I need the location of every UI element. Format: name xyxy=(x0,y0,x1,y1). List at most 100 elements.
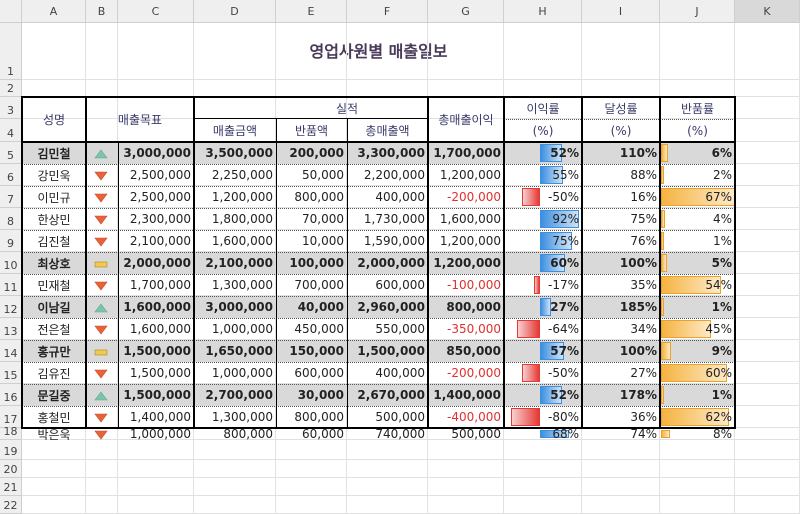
cell-achieve[interactable]: 34% xyxy=(630,322,657,336)
cell-achieve[interactable]: 100% xyxy=(619,256,657,270)
cell-profit[interactable]: 1,600,000 xyxy=(439,212,501,226)
header-margin-unit[interactable]: (%) xyxy=(532,123,554,138)
cell-margin[interactable]: 27% xyxy=(550,300,579,314)
cell-achieve[interactable]: 16% xyxy=(630,190,657,204)
cell-name[interactable]: 강민욱 xyxy=(37,168,71,183)
cell-target[interactable]: 1,500,000 xyxy=(123,388,191,402)
header-actual-b[interactable]: 적 xyxy=(347,101,359,116)
header-target[interactable]: 매출목표 xyxy=(117,113,163,127)
cell-returns[interactable]: 10,000 xyxy=(302,234,344,248)
column-header-k[interactable]: K xyxy=(735,0,800,23)
cell-margin[interactable]: 60% xyxy=(550,256,579,270)
cell-target[interactable]: 2,300,000 xyxy=(129,212,191,226)
row-header-18[interactable]: 18 xyxy=(0,425,22,440)
cell-sales[interactable]: 3,500,000 xyxy=(205,146,273,160)
cell-returns[interactable]: 30,000 xyxy=(297,388,344,402)
cell-achieve[interactable]: 76% xyxy=(630,234,657,248)
cell-target[interactable]: 2,500,000 xyxy=(129,190,191,204)
header-actual-a[interactable]: 실 xyxy=(335,101,347,116)
row-header-11[interactable]: 11 xyxy=(0,274,22,296)
cell-margin[interactable]: -50% xyxy=(547,190,579,204)
row-header-16[interactable]: 16 xyxy=(0,384,22,406)
row-header-2[interactable]: 2 xyxy=(0,80,22,97)
cell-margin[interactable]: -50% xyxy=(547,366,579,380)
cell-sales[interactable]: 2,100,000 xyxy=(205,256,273,270)
cell-target[interactable]: 2,500,000 xyxy=(129,168,191,182)
cell-margin[interactable]: 55% xyxy=(552,168,579,182)
header-returns[interactable]: 반품액 xyxy=(294,124,329,138)
column-header-h[interactable]: H xyxy=(504,0,582,23)
column-header-g[interactable]: G xyxy=(428,0,504,23)
cell-return-rate[interactable]: 1% xyxy=(711,300,732,314)
cell-total[interactable]: 1,730,000 xyxy=(363,212,425,226)
cell-name[interactable]: 이남길 xyxy=(37,300,71,315)
cell-achieve[interactable]: 185% xyxy=(619,300,657,314)
cell-target[interactable]: 1,700,000 xyxy=(129,278,191,292)
cell-sales[interactable]: 3,000,000 xyxy=(205,300,273,314)
cell-return-rate[interactable]: 1% xyxy=(711,388,732,402)
cell-margin[interactable]: 52% xyxy=(550,388,579,402)
cell-sales[interactable]: 1,000,000 xyxy=(211,366,273,380)
cell-target[interactable]: 1,500,000 xyxy=(129,366,191,380)
cell-name[interactable]: 김진철 xyxy=(37,234,71,249)
row-header-19[interactable]: 19 xyxy=(0,440,22,460)
cell-achieve[interactable]: 178% xyxy=(619,388,657,402)
cell-target[interactable]: 1,600,000 xyxy=(123,300,191,314)
column-header-i[interactable]: I xyxy=(582,0,660,23)
cell-margin[interactable]: -64% xyxy=(547,322,579,336)
column-header-b[interactable]: B xyxy=(86,0,118,23)
row-header-5[interactable]: 5 xyxy=(0,142,22,164)
cell-name[interactable]: 문길중 xyxy=(37,388,71,403)
row-header-17[interactable]: 17 xyxy=(0,406,22,428)
cell-profit[interactable]: 500,000 xyxy=(451,428,501,440)
row-header-9[interactable]: 9 xyxy=(0,230,22,252)
row-header-1[interactable]: 1 xyxy=(0,23,22,80)
header-return-rate[interactable]: 반품률 xyxy=(680,101,715,116)
header-return-unit[interactable]: (%) xyxy=(687,123,708,138)
cell-total[interactable]: 400,000 xyxy=(375,190,425,204)
cell-total[interactable]: 3,300,000 xyxy=(357,146,425,160)
cell-return-rate[interactable]: 2% xyxy=(712,168,732,182)
row-header-12[interactable]: 12 xyxy=(0,296,22,318)
cell-sales[interactable]: 2,700,000 xyxy=(205,388,273,402)
cell-returns[interactable]: 100,000 xyxy=(289,256,344,270)
cell-name[interactable]: 한상민 xyxy=(37,212,71,227)
cell-margin[interactable]: 52% xyxy=(550,146,579,160)
row-header-4[interactable]: 4 xyxy=(0,119,22,142)
cell-returns[interactable]: 200,000 xyxy=(289,146,344,160)
cell-sales[interactable]: 1,000,000 xyxy=(211,322,273,336)
cell-profit[interactable]: 1,700,000 xyxy=(433,146,501,160)
cell-target[interactable]: 2,000,000 xyxy=(123,256,191,270)
cell-return-rate[interactable]: 1% xyxy=(712,234,732,248)
cell-profit[interactable]: -200,000 xyxy=(447,366,501,380)
cell-name[interactable]: 민재철 xyxy=(37,278,71,293)
cell-return-rate[interactable]: 5% xyxy=(711,256,732,270)
cell-profit[interactable]: 850,000 xyxy=(446,344,501,358)
row-header-20[interactable]: 20 xyxy=(0,460,22,478)
cell-returns[interactable]: 40,000 xyxy=(297,300,344,314)
cell-achieve[interactable]: 35% xyxy=(630,278,657,292)
cell-total[interactable]: 1,590,000 xyxy=(363,234,425,248)
cell-total[interactable]: 2,200,000 xyxy=(363,168,425,182)
cell-return-rate[interactable]: 67% xyxy=(705,190,732,204)
cell-total[interactable]: 2,960,000 xyxy=(357,300,425,314)
cell-name[interactable]: 최상호 xyxy=(37,256,71,271)
cell-sales[interactable]: 800,000 xyxy=(223,428,273,440)
cell-total[interactable]: 1,500,000 xyxy=(357,344,425,358)
cell-returns[interactable]: 450,000 xyxy=(294,322,344,336)
cell-target[interactable]: 2,100,000 xyxy=(129,234,191,248)
row-header-22[interactable]: 22 xyxy=(0,496,22,514)
cell-margin[interactable]: 92% xyxy=(552,212,579,226)
cell-target[interactable]: 1,600,000 xyxy=(129,322,191,336)
header-margin[interactable]: 이익률 xyxy=(526,101,560,116)
cell-margin[interactable]: 57% xyxy=(550,344,579,358)
column-header-c[interactable]: C xyxy=(118,0,194,23)
row-header-14[interactable]: 14 xyxy=(0,340,22,362)
select-all-corner[interactable] xyxy=(0,0,22,23)
cell-return-rate[interactable]: 9% xyxy=(711,344,732,358)
row-header-6[interactable]: 6 xyxy=(0,164,22,186)
header-name[interactable]: 성명 xyxy=(42,113,66,127)
sheet-title[interactable]: 영업사원별 매출일보 xyxy=(309,42,448,61)
column-header-j[interactable]: J xyxy=(660,0,735,23)
